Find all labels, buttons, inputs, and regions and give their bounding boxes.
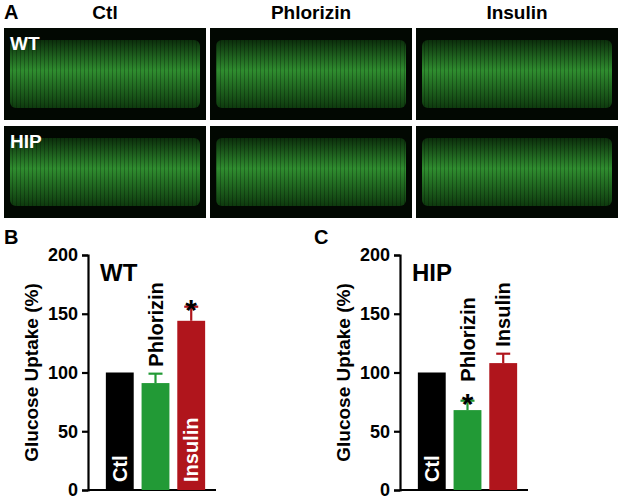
category-labels: Ctl Phlorizin * Insulin: [109, 282, 202, 482]
micrograph-background: [416, 28, 618, 120]
y-tick-label: 50: [370, 422, 390, 442]
y-tick-mark: [394, 489, 400, 491]
micrograph-striae: [422, 138, 612, 206]
row-label: HIP: [10, 131, 42, 152]
error-bar: [149, 374, 163, 383]
y-tick: 0: [68, 480, 88, 500]
y-axis-line: [82, 256, 89, 491]
bar: [454, 410, 482, 490]
y-tick: 100: [360, 363, 400, 383]
figure: A Ctl Phlorizin Insulin WT HIP B 0 50 100 150 200 Gl…: [0, 0, 622, 503]
chart-title: WT: [100, 259, 138, 286]
bar: [177, 321, 205, 490]
bar: [106, 373, 134, 491]
y-axis-title: Glucose Uptake (%): [333, 283, 354, 461]
category-label: Phlorizin: [145, 282, 167, 366]
micrograph-striae: [422, 40, 612, 108]
y-tick-label: 0: [68, 480, 78, 500]
y-tick-label: 200: [360, 245, 390, 265]
significance-marker: *: [185, 293, 197, 326]
y-tick: 50: [370, 422, 400, 442]
y-axis-title: Glucose Uptake (%): [21, 283, 42, 461]
category-label: Phlorizin: [457, 297, 479, 381]
y-tick: 150: [48, 304, 88, 324]
y-tick: 150: [360, 304, 400, 324]
column-header: Ctl: [92, 2, 117, 23]
y-tick-mark: [82, 372, 88, 374]
micrograph-cell: [216, 138, 406, 206]
y-tick-mark: [82, 313, 88, 315]
y-tick-mark: [82, 489, 88, 491]
chart-title: HIP: [412, 259, 452, 286]
panel-letter: A: [4, 1, 18, 23]
category-label: Insulin: [492, 282, 514, 346]
micrograph-background: [4, 126, 206, 218]
y-tick-mark: [82, 254, 88, 256]
micrograph-cell: [422, 40, 612, 108]
y-tick-label: 100: [48, 363, 78, 383]
y-tick-mark: [82, 431, 88, 433]
chart-panel: C 0 50 100 150 200 Glucose Uptake (%) HIP Ctl * Ph…: [314, 226, 528, 500]
y-tick-mark: [394, 313, 400, 315]
y-tick-mark: [394, 372, 400, 374]
bar: [418, 373, 446, 491]
error-bar: [496, 354, 510, 363]
y-axis-line: [394, 256, 401, 491]
panel-a: A Ctl Phlorizin Insulin WT HIP: [4, 1, 618, 218]
row-label: WT: [10, 33, 40, 54]
y-tick-label: 0: [380, 480, 390, 500]
micrograph-background: [210, 126, 412, 218]
chart-panel: B 0 50 100 150 200 Glucose Uptake (%) WT Ctl Phlo…: [4, 226, 216, 500]
error-bar-stem: [502, 354, 504, 363]
micrograph-striae: [216, 138, 406, 206]
y-axis: 0 50 100 150 200: [48, 245, 89, 500]
error-bar-stem: [154, 374, 156, 383]
column-header: Phlorizin: [271, 2, 351, 23]
figure-svg: A Ctl Phlorizin Insulin WT HIP B 0 50 100 150 200 Gl…: [0, 0, 622, 503]
micrograph-striae: [216, 40, 406, 108]
y-tick-label: 50: [58, 422, 78, 442]
category-label: Ctl: [421, 455, 443, 482]
y-axis: 0 50 100 150 200: [360, 245, 401, 500]
bar: [489, 363, 517, 490]
bar: [142, 383, 170, 490]
panel-letter: C: [314, 226, 328, 248]
error-bar-cap: [496, 353, 510, 355]
category-labels: Ctl * Phlorizin Insulin: [421, 282, 514, 482]
y-tick: 200: [48, 245, 88, 265]
y-tick-mark: [394, 431, 400, 433]
category-label: Ctl: [109, 455, 131, 482]
error-bar-cap: [149, 373, 163, 375]
y-tick-label: 150: [360, 304, 390, 324]
y-tick-label: 150: [48, 304, 78, 324]
y-tick: 0: [380, 480, 400, 500]
micrograph-background: [4, 28, 206, 120]
significance-marker: *: [462, 387, 474, 420]
micrograph-cell: [216, 40, 406, 108]
micrograph-background: [210, 28, 412, 120]
column-header: Insulin: [486, 2, 547, 23]
category-label: Insulin: [180, 418, 202, 482]
y-tick: 50: [58, 422, 88, 442]
panel-letter: B: [4, 226, 18, 248]
micrograph-background: [416, 126, 618, 218]
y-tick-mark: [394, 254, 400, 256]
micrograph-cell: [422, 138, 612, 206]
y-tick-label: 100: [360, 363, 390, 383]
y-tick: 200: [360, 245, 400, 265]
y-tick: 100: [48, 363, 88, 383]
y-tick-label: 200: [48, 245, 78, 265]
